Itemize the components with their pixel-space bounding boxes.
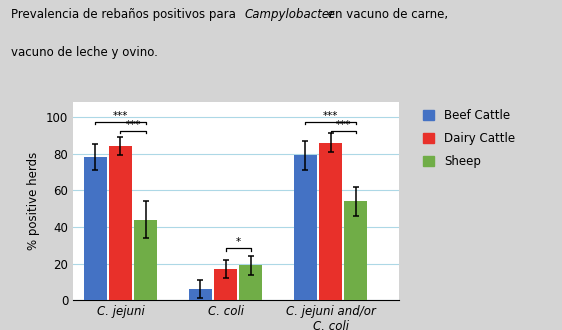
Bar <box>189 289 212 300</box>
Y-axis label: % positive herds: % positive herds <box>28 152 40 250</box>
Text: ***: *** <box>323 111 338 121</box>
Text: ***: *** <box>336 120 351 130</box>
Text: en vacuno de carne,: en vacuno de carne, <box>324 8 448 21</box>
Bar <box>239 265 262 300</box>
Text: vacuno de leche y ovino.: vacuno de leche y ovino. <box>11 46 158 59</box>
Bar <box>134 220 157 300</box>
Bar <box>84 157 107 300</box>
Text: Campylobacter: Campylobacter <box>244 8 334 21</box>
Legend: Beef Cattle, Dairy Cattle, Sheep: Beef Cattle, Dairy Cattle, Sheep <box>418 104 520 173</box>
Bar <box>345 201 368 300</box>
Text: ***: *** <box>113 111 128 121</box>
Bar <box>214 269 237 300</box>
Text: Prevalencia de rebaños positivos para: Prevalencia de rebaños positivos para <box>11 8 240 21</box>
Bar <box>109 146 132 300</box>
Text: *: * <box>235 238 241 248</box>
Bar <box>319 143 342 300</box>
Text: ***: *** <box>125 120 140 130</box>
Bar <box>294 155 317 300</box>
